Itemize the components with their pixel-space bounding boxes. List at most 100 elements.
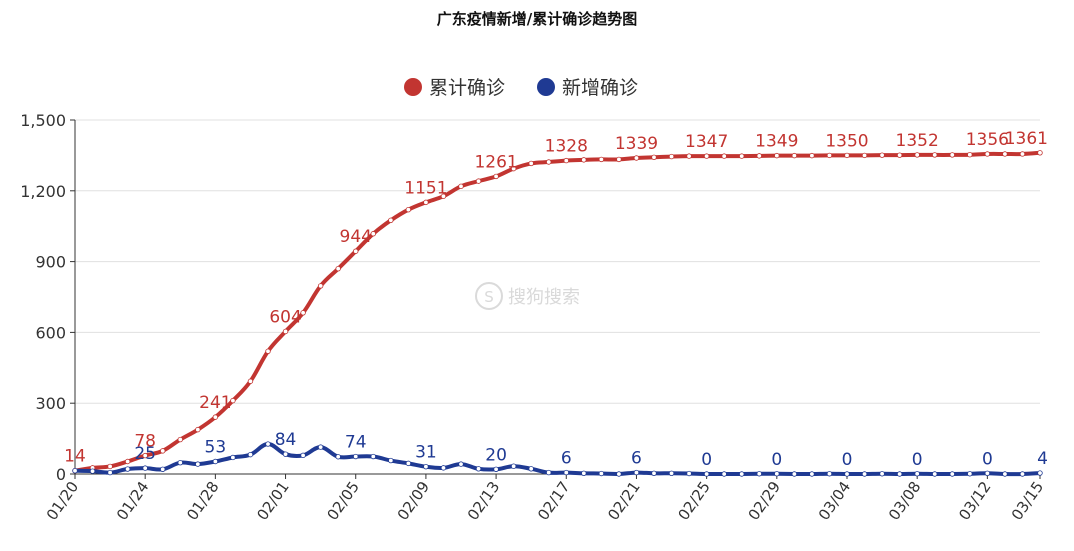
- point-1-18[interactable]: [388, 457, 394, 464]
- point-0-23[interactable]: [475, 178, 482, 184]
- point-0-5[interactable]: [160, 448, 166, 454]
- point-1-46[interactable]: [879, 471, 885, 477]
- point-0-2[interactable]: [107, 463, 113, 470]
- point-1-11[interactable]: [265, 441, 271, 447]
- point-0-40[interactable]: [774, 152, 780, 159]
- point-1-26[interactable]: [528, 466, 534, 472]
- point-0-3[interactable]: [124, 458, 131, 465]
- point-1-35[interactable]: [686, 470, 692, 477]
- legend-item-1[interactable]: 新增确诊: [537, 77, 638, 99]
- point-1-6[interactable]: [177, 459, 183, 466]
- point-0-20[interactable]: [423, 199, 429, 206]
- point-0-11[interactable]: [265, 348, 271, 354]
- point-1-1[interactable]: [89, 468, 96, 474]
- point-0-50[interactable]: [949, 152, 955, 158]
- point-1-20[interactable]: [423, 463, 429, 470]
- point-1-52[interactable]: [984, 470, 991, 476]
- point-1-50[interactable]: [949, 471, 955, 477]
- point-0-31[interactable]: [616, 156, 622, 163]
- point-1-44[interactable]: [844, 471, 850, 477]
- point-0-48[interactable]: [914, 152, 920, 158]
- point-0-37[interactable]: [721, 153, 727, 159]
- point-1-3[interactable]: [124, 466, 131, 472]
- point-1-2[interactable]: [107, 469, 113, 476]
- point-0-12[interactable]: [282, 328, 289, 335]
- point-0-24[interactable]: [493, 173, 499, 180]
- point-1-45[interactable]: [861, 471, 868, 477]
- point-1-22[interactable]: [458, 461, 464, 467]
- point-1-4[interactable]: [142, 465, 148, 471]
- point-0-15[interactable]: [335, 265, 341, 272]
- point-1-8[interactable]: [212, 458, 219, 465]
- point-0-52[interactable]: [984, 151, 991, 157]
- point-0-35[interactable]: [686, 153, 692, 159]
- point-0-45[interactable]: [861, 152, 868, 159]
- point-1-38[interactable]: [739, 471, 745, 477]
- point-0-41[interactable]: [791, 152, 798, 159]
- point-1-16[interactable]: [353, 453, 359, 460]
- point-1-15[interactable]: [335, 454, 341, 460]
- point-0-9[interactable]: [230, 397, 236, 404]
- point-0-32[interactable]: [633, 155, 640, 161]
- point-0-18[interactable]: [388, 217, 394, 223]
- point-0-34[interactable]: [668, 153, 675, 160]
- point-0-51[interactable]: [967, 151, 973, 158]
- point-0-4[interactable]: [142, 452, 148, 459]
- point-1-48[interactable]: [914, 471, 920, 477]
- point-1-27[interactable]: [546, 469, 552, 476]
- point-0-19[interactable]: [405, 206, 412, 213]
- point-1-32[interactable]: [633, 469, 640, 476]
- point-0-42[interactable]: [809, 152, 815, 159]
- point-1-55[interactable]: [1037, 470, 1043, 476]
- point-1-36[interactable]: [703, 471, 710, 477]
- point-1-7[interactable]: [195, 461, 201, 467]
- point-1-25[interactable]: [510, 463, 517, 469]
- point-0-26[interactable]: [528, 160, 534, 167]
- point-1-40[interactable]: [774, 471, 780, 477]
- point-1-19[interactable]: [405, 460, 412, 467]
- point-1-21[interactable]: [440, 465, 447, 471]
- point-1-31[interactable]: [616, 471, 622, 477]
- point-0-53[interactable]: [1002, 151, 1008, 157]
- point-0-21[interactable]: [440, 193, 447, 199]
- point-0-46[interactable]: [879, 152, 885, 158]
- point-1-0[interactable]: [72, 467, 78, 474]
- point-1-49[interactable]: [932, 471, 938, 477]
- point-1-47[interactable]: [896, 471, 903, 477]
- point-1-5[interactable]: [160, 466, 166, 472]
- point-0-44[interactable]: [844, 152, 850, 159]
- point-1-41[interactable]: [791, 471, 798, 477]
- point-0-28[interactable]: [563, 157, 569, 164]
- point-0-13[interactable]: [300, 310, 306, 316]
- point-1-9[interactable]: [230, 454, 236, 461]
- point-1-43[interactable]: [826, 471, 833, 477]
- point-1-13[interactable]: [300, 452, 306, 459]
- point-1-24[interactable]: [493, 466, 499, 472]
- legend-item-0[interactable]: 累计确诊: [404, 77, 505, 99]
- point-0-8[interactable]: [212, 414, 219, 420]
- point-0-27[interactable]: [546, 159, 552, 165]
- point-0-29[interactable]: [581, 157, 587, 163]
- point-1-33[interactable]: [651, 470, 657, 476]
- point-1-51[interactable]: [967, 471, 973, 477]
- point-1-28[interactable]: [563, 469, 569, 476]
- point-1-17[interactable]: [370, 453, 376, 460]
- point-1-29[interactable]: [581, 470, 587, 476]
- point-0-25[interactable]: [510, 165, 517, 172]
- point-1-54[interactable]: [1019, 471, 1026, 477]
- point-0-30[interactable]: [598, 156, 605, 163]
- point-0-7[interactable]: [195, 426, 201, 433]
- point-1-23[interactable]: [475, 466, 482, 472]
- point-0-14[interactable]: [317, 283, 324, 289]
- point-0-55[interactable]: [1037, 150, 1043, 156]
- point-1-12[interactable]: [282, 451, 289, 457]
- point-0-43[interactable]: [826, 152, 833, 159]
- point-0-22[interactable]: [458, 183, 464, 190]
- point-1-10[interactable]: [247, 451, 254, 458]
- point-0-54[interactable]: [1019, 151, 1026, 157]
- point-1-53[interactable]: [1002, 471, 1008, 477]
- point-0-33[interactable]: [651, 154, 657, 160]
- point-0-6[interactable]: [177, 436, 183, 443]
- point-1-34[interactable]: [668, 470, 675, 476]
- point-0-17[interactable]: [370, 231, 376, 237]
